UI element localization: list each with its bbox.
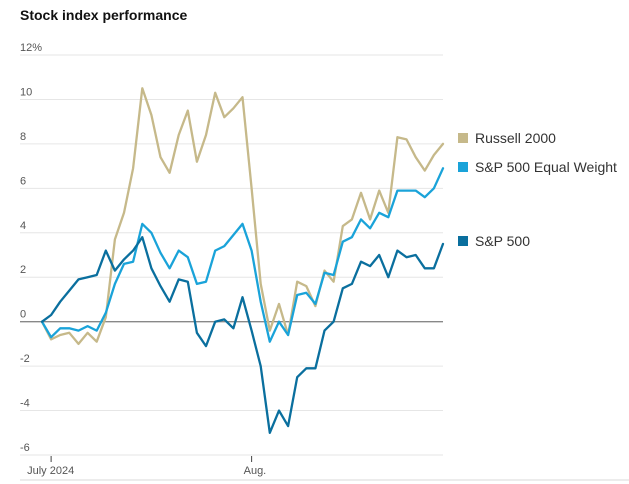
y-tick-label: -6 [20, 442, 30, 454]
legend-label-s-p-500: S&P 500 [475, 233, 530, 249]
y-tick-label: -2 [20, 353, 30, 365]
series-line-russell-2000 [40, 87, 445, 346]
legend-label-s-p-500-equal-weight: S&P 500 Equal Weight [475, 159, 617, 175]
chart-title: Stock index performance [20, 7, 188, 23]
x-axis-ticks: July 2024 Aug. [20, 456, 629, 481]
y-tick-label: 12% [20, 42, 42, 54]
x-tick-label: July 2024 [27, 465, 74, 477]
legend-swatch-russell-2000 [458, 133, 468, 143]
legend-swatch-s-p-500-equal-weight [458, 162, 468, 172]
series-line-s-p-500 [40, 236, 445, 434]
legend-swatch-s-p-500 [458, 236, 468, 246]
legend: Russell 2000 S&P 500 Equal Weight S&P 500 [458, 130, 617, 249]
series-line-s-p-500-equal-weight [40, 167, 445, 343]
y-tick-label: 4 [20, 220, 26, 232]
x-tick-label: Aug. [244, 465, 267, 477]
legend-label-russell-2000: Russell 2000 [475, 130, 556, 146]
y-tick-label: 8 [20, 131, 26, 143]
y-tick-label: 6 [20, 175, 26, 187]
series-lines [40, 87, 445, 434]
grid-lines [20, 54, 443, 456]
y-axis-tick-labels: 12% 10 8 6 4 2 0 -2 -4 -6 [20, 42, 42, 454]
y-tick-label: 0 [20, 309, 26, 321]
y-tick-label: 2 [20, 264, 26, 276]
y-tick-label: -4 [20, 398, 30, 410]
y-tick-label: 10 [20, 86, 32, 98]
